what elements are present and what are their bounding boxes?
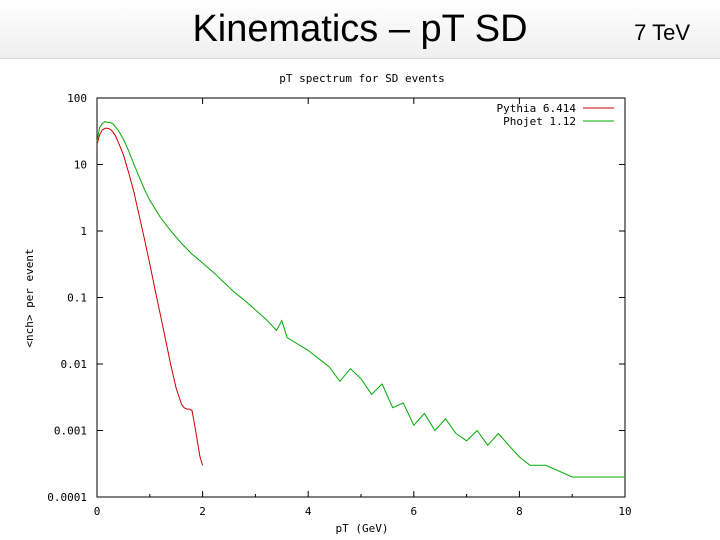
y-tick-label: 0.001 <box>54 425 87 438</box>
y-tick-label: 100 <box>67 92 87 105</box>
slide-header: Kinematics – pT SD 7 TeV <box>0 0 720 59</box>
series-line-phojet <box>96 121 625 478</box>
x-tick-label: 4 <box>305 505 312 518</box>
y-tick-label: 10 <box>74 159 87 172</box>
x-tick-label: 2 <box>199 505 206 518</box>
x-tick-label: 10 <box>618 505 631 518</box>
x-tick-label: 6 <box>410 505 417 518</box>
y-tick-label: 1 <box>80 225 87 238</box>
slide-title: Kinematics – pT SD <box>192 8 528 50</box>
y-axis-label: <nch> per event <box>23 248 36 347</box>
chart-title: pT spectrum for SD events <box>279 72 445 85</box>
legend-label: Pythia 6.414 <box>497 102 577 115</box>
axis-ticks: 0 2 4 6 8 10 0.0001 0.001 0.01 0.1 1 10 100 <box>47 92 631 518</box>
plot-frame <box>96 97 626 498</box>
y-tick-label: 0.1 <box>67 292 87 305</box>
energy-label: 7 TeV <box>634 20 690 45</box>
y-tick-label: 0.01 <box>61 358 88 371</box>
y-tick-label: 0.0001 <box>47 491 87 504</box>
series-line-pythia <box>96 127 204 466</box>
legend-label: Phojet 1.12 <box>503 115 576 128</box>
x-axis-label: pT (GeV) <box>336 522 389 535</box>
x-tick-label: 0 <box>94 505 101 518</box>
series-lines <box>96 121 625 478</box>
x-tick-label: 8 <box>516 505 523 518</box>
